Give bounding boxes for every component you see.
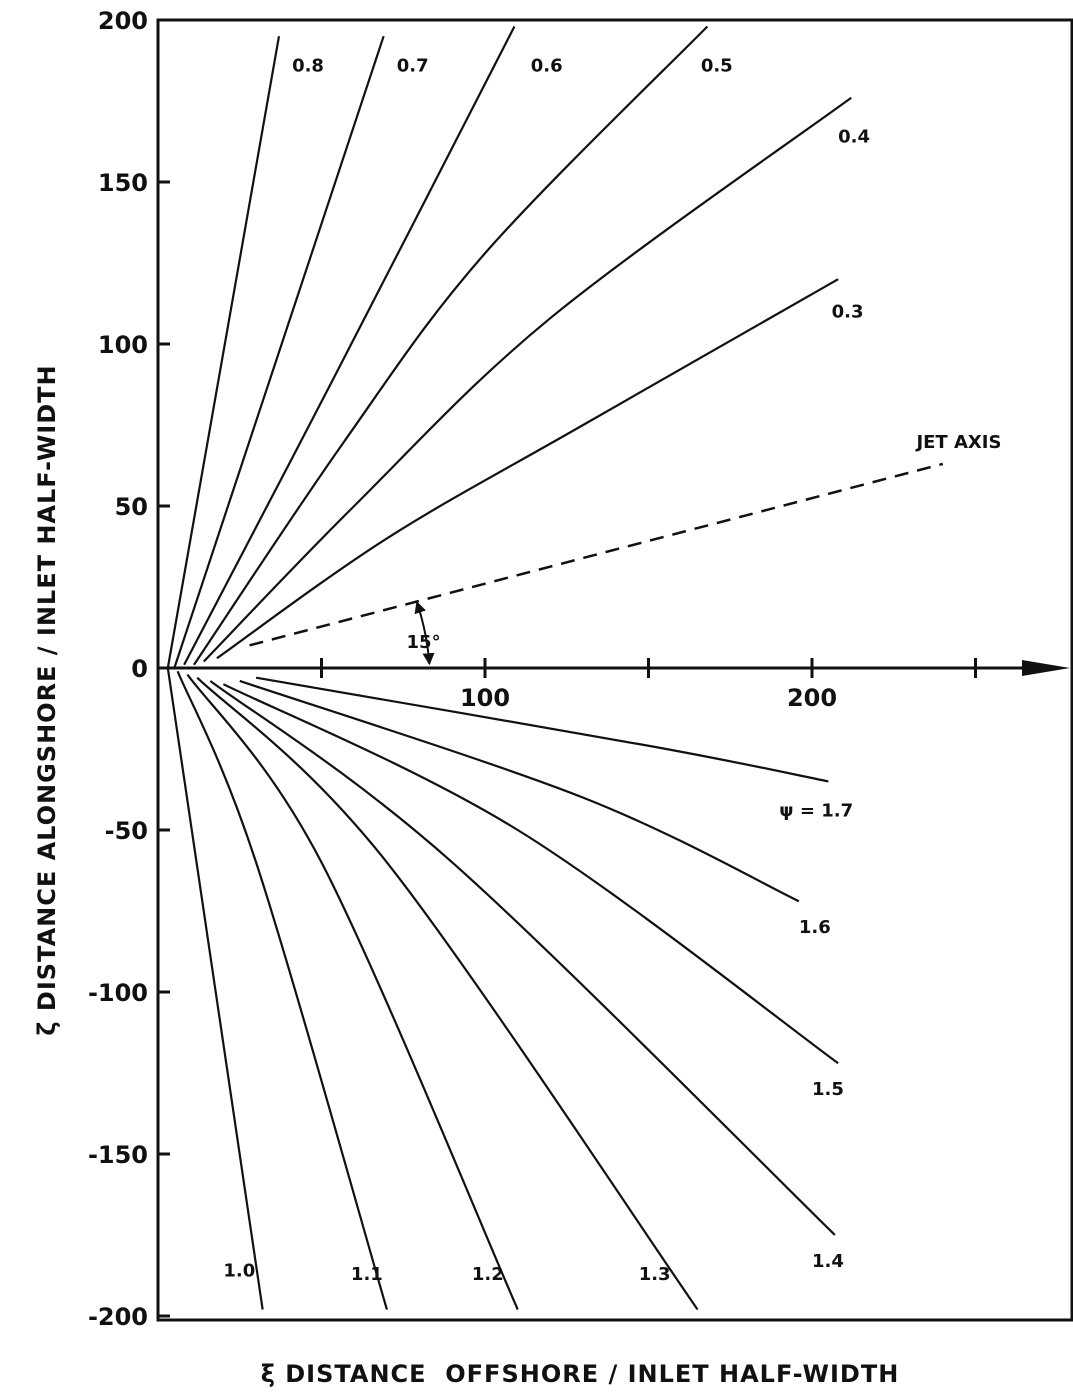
series-line-1-0 [166, 667, 264, 1310]
y-axis-title: ζ DISTANCE ALONGSHORE / INLET HALF-WIDTH [33, 364, 61, 1035]
curve-label: 0.4 [838, 127, 870, 148]
series-line-1-2 [186, 673, 519, 1310]
angle-arc [414, 601, 435, 666]
curve-label: 1.0 [223, 1261, 255, 1282]
curve-label: 1.5 [812, 1079, 844, 1100]
x-axis-title: ξ DISTANCE OFFSHORE / INLET HALF-WIDTH [261, 1360, 900, 1388]
x-axis-ticks [320, 658, 977, 678]
series-line-0-8 [166, 36, 281, 669]
series-line-0-3 [216, 278, 839, 660]
y-tick-label: -200 [88, 1303, 148, 1331]
y-axis-tick-labels: 200 150 100 50 0 -50 -100 -150 -200 [88, 7, 148, 1331]
curve-label: 0.7 [397, 55, 429, 76]
y-tick-label: 100 [98, 331, 148, 359]
y-tick-label: -100 [88, 979, 148, 1007]
x-tick-label: 200 [787, 684, 837, 712]
curve-label: 1.4 [812, 1251, 844, 1272]
plot-frame [156, 18, 1073, 1322]
y-tick-label: 50 [115, 493, 148, 521]
y-tick-label: 150 [98, 169, 148, 197]
curve-label: 1.3 [639, 1264, 671, 1285]
y-tick-label: -50 [105, 817, 148, 845]
x-axis-tick-labels: 100 200 [460, 684, 837, 712]
series-line-1-7 [255, 676, 829, 783]
stream-function-labels: 0.8 0.7 0.6 0.5 0.4 0.3 ψ = 1.7 1.6 1.5 1.4 1.3 1.2… [223, 55, 870, 1285]
series-line-0-7 [173, 35, 385, 669]
curve-label: ψ = 1.7 [779, 801, 853, 822]
stream-function-lines [166, 25, 852, 1311]
series-line-0-6 [183, 25, 516, 666]
curve-label: 0.6 [531, 55, 563, 76]
curve-label: 1.6 [799, 917, 831, 938]
series-line-1-3 [196, 676, 699, 1311]
y-tick-label: 0 [131, 655, 148, 683]
y-tick-label: 200 [98, 7, 148, 35]
series-line-0-5 [193, 25, 709, 666]
series-line-1-4 [209, 680, 836, 1236]
curve-label: 0.5 [701, 55, 733, 76]
curve-label: 0.3 [832, 302, 864, 323]
curve-label: 0.8 [292, 55, 324, 76]
series-line-1-1 [176, 670, 388, 1310]
angle-label: 15° [407, 632, 441, 653]
curve-label: 1.1 [351, 1264, 383, 1285]
jet-axis-line [249, 462, 944, 647]
jet-axis-label: JET AXIS [914, 432, 1001, 453]
curve-label: 1.2 [472, 1264, 504, 1285]
series-line-1-6 [239, 679, 800, 903]
series-line-1-5 [222, 683, 839, 1065]
series-line-0-4 [202, 96, 852, 663]
x-axis-arrowhead [1022, 660, 1070, 676]
x-tick-label: 100 [460, 684, 510, 712]
y-tick-label: -150 [88, 1141, 148, 1169]
